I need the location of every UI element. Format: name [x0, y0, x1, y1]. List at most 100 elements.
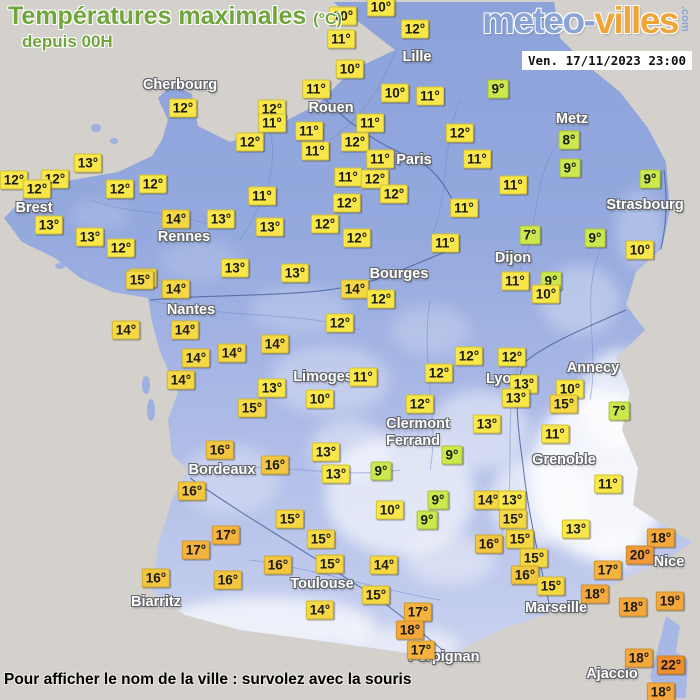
temp-badge[interactable]: 14° — [305, 600, 335, 620]
temp-badge[interactable]: 12° — [424, 363, 454, 383]
temp-badge[interactable]: 11° — [541, 424, 569, 444]
temp-badge[interactable]: 17° — [406, 640, 436, 660]
temp-badge[interactable]: 9° — [487, 79, 509, 99]
temp-badge[interactable]: 10° — [335, 59, 365, 79]
temp-badge[interactable]: 9° — [416, 510, 438, 530]
temp-badge[interactable]: 11° — [594, 474, 622, 494]
temp-badge[interactable]: 12° — [325, 313, 355, 333]
temp-badge[interactable]: 13° — [472, 414, 502, 434]
temp-badge[interactable]: 15° — [505, 529, 535, 549]
temp-badge[interactable]: 13° — [311, 442, 341, 462]
temp-badge[interactable]: 11° — [301, 141, 329, 161]
temp-badge[interactable]: 20° — [625, 545, 655, 565]
temp-badge[interactable]: 12° — [168, 98, 198, 118]
temp-badge[interactable]: 18° — [646, 528, 676, 548]
temp-badge[interactable]: 16° — [510, 565, 540, 585]
temp-badge[interactable]: 13° — [220, 258, 250, 278]
temp-badge[interactable]: 17° — [211, 525, 241, 545]
temp-badge[interactable]: 16° — [263, 555, 293, 575]
meteo-villes-logo[interactable]: meteo- villes .com — [482, 2, 691, 40]
temp-badge[interactable]: 12° — [360, 169, 390, 189]
temp-badge[interactable]: 10° — [366, 0, 396, 17]
temp-badge[interactable]: 11° — [431, 233, 459, 253]
temp-badge[interactable]: 17° — [593, 560, 623, 580]
temp-badge[interactable]: 16° — [213, 570, 243, 590]
temp-badge[interactable]: 17° — [181, 540, 211, 560]
temp-badge[interactable]: 9° — [441, 445, 463, 465]
temp-badge[interactable]: 11° — [349, 367, 377, 387]
temp-badge[interactable]: 15° — [519, 548, 549, 568]
temp-badge[interactable]: 11° — [295, 121, 323, 141]
temp-badge[interactable]: 9° — [370, 461, 392, 481]
temp-badge[interactable]: 9° — [639, 169, 661, 189]
temp-badge[interactable]: 13° — [34, 215, 64, 235]
temp-badge[interactable]: 15° — [315, 554, 345, 574]
temp-badge[interactable]: 11° — [463, 149, 491, 169]
temp-badge[interactable]: 11° — [334, 167, 362, 187]
temp-badge[interactable]: 11° — [258, 113, 286, 133]
temp-badge[interactable]: 13° — [257, 378, 287, 398]
temp-badge[interactable]: 12° — [310, 214, 340, 234]
temp-badge[interactable]: 18° — [646, 682, 676, 700]
temp-badge[interactable]: 15° — [306, 529, 336, 549]
temp-badge[interactable]: 12° — [497, 347, 527, 367]
temp-badge[interactable]: 12° — [400, 19, 430, 39]
temp-badge[interactable]: 14° — [181, 348, 211, 368]
temp-badge[interactable]: 14° — [161, 279, 191, 299]
temp-badge[interactable]: 7° — [519, 225, 541, 245]
temp-badge[interactable]: 15° — [536, 576, 566, 596]
temp-badge[interactable]: 15° — [361, 585, 391, 605]
temp-badge[interactable]: 16° — [205, 440, 235, 460]
temp-badge[interactable]: 10° — [531, 284, 561, 304]
temp-badge[interactable]: 11° — [302, 79, 330, 99]
temp-badge[interactable]: 15° — [275, 509, 305, 529]
temp-badge[interactable]: 12° — [340, 132, 370, 152]
temp-badge[interactable]: 16° — [474, 534, 504, 554]
temp-badge[interactable]: 18° — [624, 648, 654, 668]
temp-badge[interactable]: 8° — [558, 130, 580, 150]
temp-badge[interactable]: 14° — [340, 279, 370, 299]
temp-badge[interactable]: 11° — [327, 29, 355, 49]
temp-badge[interactable]: 14° — [170, 320, 200, 340]
temp-badge[interactable]: 11° — [356, 113, 384, 133]
temp-badge[interactable]: 12° — [366, 289, 396, 309]
temp-badge[interactable]: 12° — [445, 123, 475, 143]
temp-badge[interactable]: 22° — [656, 655, 686, 675]
temp-badge[interactable]: 14° — [260, 334, 290, 354]
temp-badge[interactable]: 12° — [235, 132, 265, 152]
temp-badge[interactable]: 19° — [655, 591, 685, 611]
temp-badge[interactable]: 10° — [305, 389, 335, 409]
temp-badge[interactable]: 13° — [255, 217, 285, 237]
temp-badge[interactable]: 11° — [450, 198, 478, 218]
temp-badge[interactable]: 13° — [497, 490, 527, 510]
temp-badge[interactable]: 13° — [73, 153, 103, 173]
temp-badge[interactable]: 13° — [321, 464, 351, 484]
temp-badge[interactable]: 9° — [559, 158, 581, 178]
temp-badge[interactable]: 13° — [206, 209, 236, 229]
temp-badge[interactable]: 14° — [473, 490, 503, 510]
temp-badge[interactable]: 12° — [106, 238, 136, 258]
temp-badge[interactable]: 12° — [105, 179, 135, 199]
temp-badge[interactable]: 10° — [375, 500, 405, 520]
temp-badge[interactable]: 11° — [366, 149, 394, 169]
temp-badge[interactable]: 15° — [498, 509, 528, 529]
temp-badge[interactable]: 11° — [248, 186, 276, 206]
temp-badge[interactable]: 17° — [403, 602, 433, 622]
temp-badge[interactable]: 10° — [625, 240, 655, 260]
temp-badge[interactable]: 12° — [454, 346, 484, 366]
temp-badge[interactable]: 9° — [584, 228, 606, 248]
temp-badge[interactable]: 12° — [342, 228, 372, 248]
temp-badge[interactable]: 10° — [328, 6, 358, 26]
temp-badge[interactable]: 11° — [416, 86, 444, 106]
temp-badge[interactable]: 11° — [501, 271, 529, 291]
temp-badge[interactable]: 18° — [580, 584, 610, 604]
temp-badge[interactable]: 12° — [379, 184, 409, 204]
temp-badge[interactable]: 13° — [280, 263, 310, 283]
temp-badge[interactable]: 15° — [549, 394, 579, 414]
temp-badge[interactable]: 14° — [111, 320, 141, 340]
temp-badge[interactable]: 14° — [166, 370, 196, 390]
temp-badge[interactable]: 16° — [177, 481, 207, 501]
temp-badge[interactable]: 15° — [125, 270, 155, 290]
temp-badge[interactable]: 11° — [499, 175, 527, 195]
temp-badge[interactable]: 7° — [608, 401, 630, 421]
